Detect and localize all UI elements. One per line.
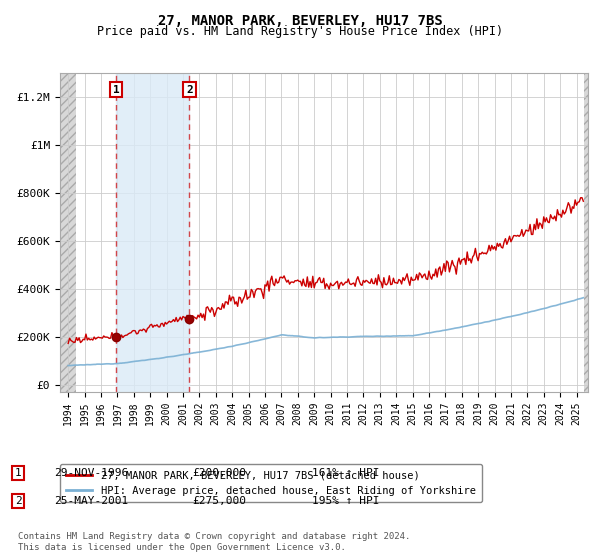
Text: 29-NOV-1996: 29-NOV-1996 — [54, 468, 128, 478]
Text: 161% ↑ HPI: 161% ↑ HPI — [312, 468, 380, 478]
Bar — [116, 73, 190, 392]
Bar — [584, 73, 588, 392]
Text: 2: 2 — [186, 85, 193, 95]
Legend: 27, MANOR PARK, BEVERLEY, HU17 7BS (detached house), HPI: Average price, detache: 27, MANOR PARK, BEVERLEY, HU17 7BS (deta… — [60, 464, 482, 502]
Text: Contains HM Land Registry data © Crown copyright and database right 2024.
This d: Contains HM Land Registry data © Crown c… — [18, 532, 410, 552]
Text: £200,000: £200,000 — [192, 468, 246, 478]
Text: 2: 2 — [14, 496, 22, 506]
Text: 1: 1 — [14, 468, 22, 478]
Text: 1: 1 — [113, 85, 119, 95]
Bar — [60, 73, 76, 392]
Text: 195% ↑ HPI: 195% ↑ HPI — [312, 496, 380, 506]
Text: Price paid vs. HM Land Registry's House Price Index (HPI): Price paid vs. HM Land Registry's House … — [97, 25, 503, 38]
Text: 25-MAY-2001: 25-MAY-2001 — [54, 496, 128, 506]
Text: 27, MANOR PARK, BEVERLEY, HU17 7BS: 27, MANOR PARK, BEVERLEY, HU17 7BS — [158, 14, 442, 28]
Text: £275,000: £275,000 — [192, 496, 246, 506]
